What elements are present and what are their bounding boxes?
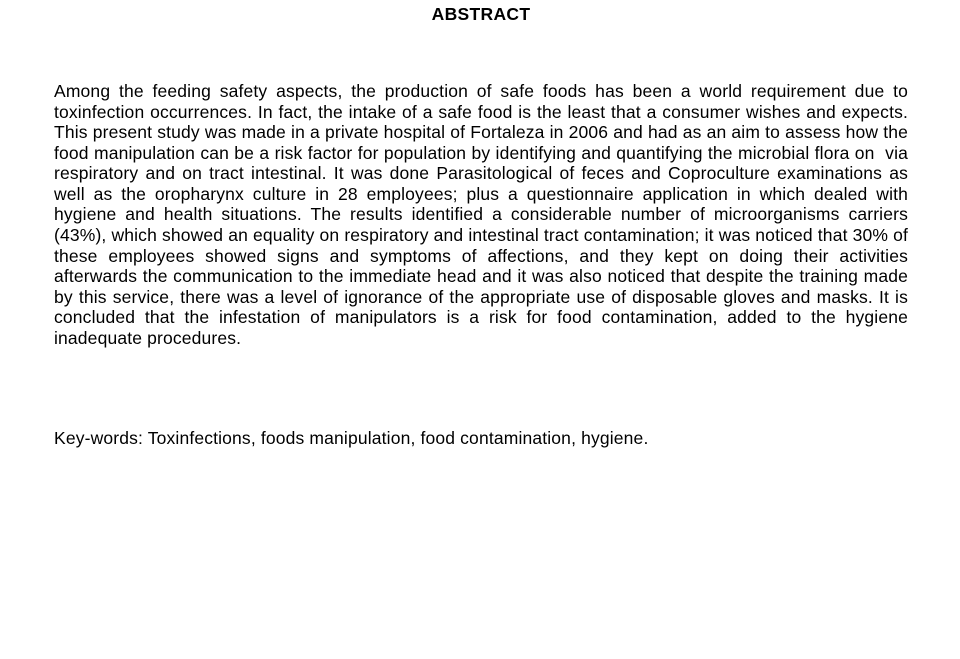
abstract-body: Among the feeding safety aspects, the pr… [54, 81, 908, 348]
abstract-title: ABSTRACT [54, 4, 908, 25]
abstract-keywords: Key-words: Toxinfections, foods manipula… [54, 428, 908, 449]
abstract-page: ABSTRACT Among the feeding safety aspect… [0, 0, 960, 469]
